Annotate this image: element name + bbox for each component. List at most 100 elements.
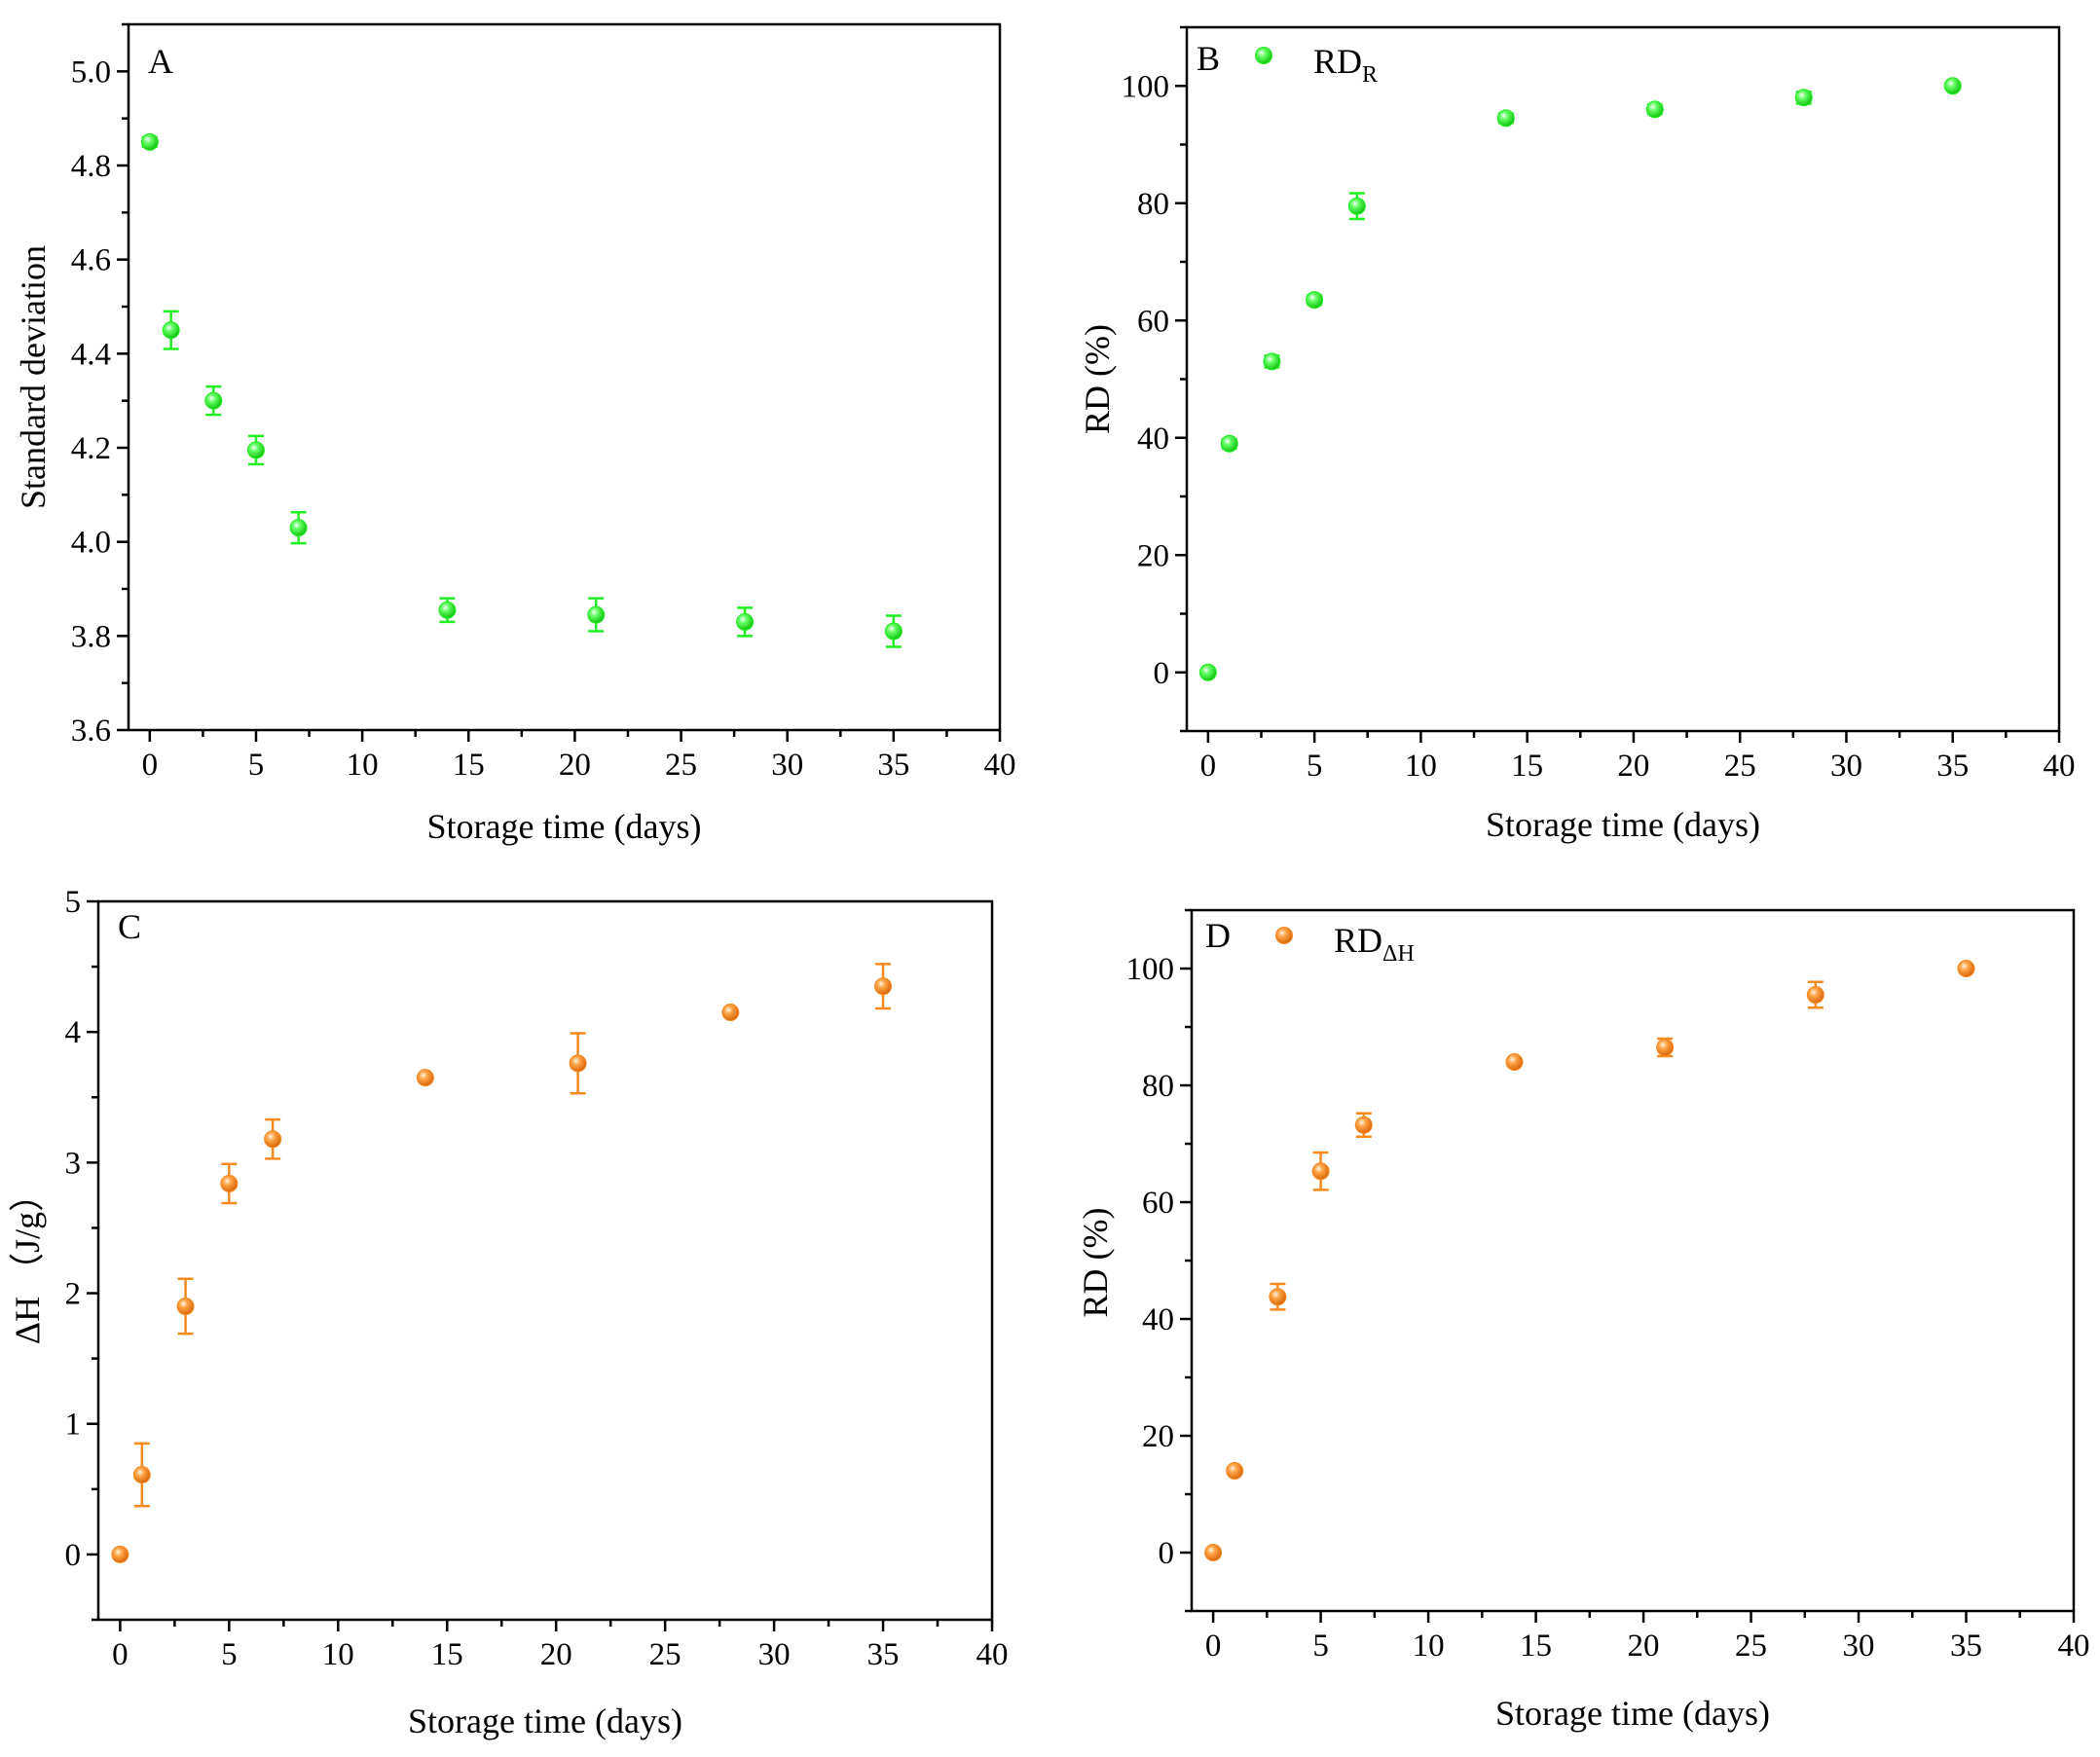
panel-b-axes: 0 5 10 15 20 25 30 35 40 0 20 40 60 80 100	[1122, 25, 2076, 784]
point-marker	[416, 1069, 434, 1087]
panel-a-frame	[127, 22, 1002, 732]
point-marker	[736, 612, 755, 631]
panel-d: D Storage time (days) RD (%) RDΔH 0 5 10 15…	[1076, 908, 2090, 1733]
panel-b-x-axis-title: Storage time (days)	[1486, 805, 1760, 844]
panel-d-plot-area	[1204, 960, 1975, 1561]
legend-symbol	[1255, 47, 1272, 64]
data-point	[132, 1442, 151, 1508]
panel-b-plot-area	[1198, 77, 1962, 681]
x-tick-label: 20	[559, 748, 591, 783]
y-tick-label: 20	[1137, 538, 1169, 573]
y-tick-label: 100	[1122, 69, 1170, 104]
data-point	[264, 1117, 282, 1160]
y-tick-label: 0	[65, 1538, 82, 1573]
x-tick-label: 0	[1200, 749, 1217, 784]
point-marker	[569, 1054, 587, 1073]
data-point	[1656, 1037, 1675, 1058]
panel-c-letter: C	[118, 907, 141, 946]
x-tick-label: 20	[540, 1637, 572, 1672]
point-marker	[721, 1004, 740, 1022]
panel-b-y-axis-title: RD (%)	[1078, 324, 1117, 434]
panel-c-x-axis-title: Storage time (days)	[408, 1702, 682, 1740]
y-tick-label: 4.2	[71, 431, 111, 466]
x-tick-label: 0	[112, 1637, 129, 1672]
data-point	[1198, 663, 1217, 681]
panel-b: B Storage time (days) RD (%) RDR 0 5 10 15 2…	[1078, 25, 2076, 844]
x-tick-label: 15	[1520, 1629, 1552, 1664]
data-point	[1505, 1053, 1524, 1071]
x-tick-label: 40	[984, 748, 1016, 783]
y-tick-label: 4.4	[71, 337, 111, 372]
y-tick-label: 4	[65, 1015, 82, 1050]
point-marker	[162, 321, 180, 340]
panel-c: C Storage time (days) ΔH （J/g） 0 5 10 15 20 2…	[8, 885, 1009, 1740]
point-marker	[1957, 960, 1975, 977]
panel-c-y-axis-title: ΔH （J/g）	[8, 1177, 47, 1344]
panel-c-axes: 0 5 10 15 20 25 30 35 40 0 1 2 3 4 5	[65, 885, 1009, 1672]
panel-d-x-axis-title: Storage time (days)	[1495, 1694, 1770, 1733]
y-tick-label: 80	[1137, 187, 1169, 222]
data-point	[1794, 89, 1813, 107]
point-marker	[1269, 1288, 1287, 1306]
data-point	[289, 510, 308, 545]
x-tick-label: 25	[665, 748, 697, 783]
point-marker	[111, 1545, 129, 1563]
point-marker	[1204, 1544, 1223, 1561]
x-tick-label: 5	[221, 1637, 238, 1672]
y-tick-label: 60	[1142, 1186, 1174, 1221]
point-marker	[1496, 109, 1515, 128]
data-point	[1806, 980, 1824, 1009]
point-marker	[1311, 1162, 1330, 1181]
panel-d-legend-label: RDΔH	[1334, 921, 1415, 967]
data-point	[176, 1277, 195, 1336]
x-tick-label: 0	[1205, 1629, 1222, 1664]
x-tick-label: 40	[2044, 749, 2076, 784]
x-tick-label: 30	[1843, 1629, 1875, 1664]
panel-d-letter: D	[1205, 916, 1231, 955]
x-tick-label: 5	[1307, 749, 1323, 784]
point-marker	[1226, 1462, 1244, 1480]
point-marker	[264, 1130, 282, 1149]
legend-symbol	[1275, 927, 1293, 944]
point-marker	[1306, 291, 1324, 310]
point-marker	[1656, 1039, 1675, 1056]
data-point	[587, 597, 606, 633]
point-marker	[289, 519, 308, 537]
y-tick-label: 1	[65, 1408, 82, 1443]
x-tick-label: 35	[867, 1637, 900, 1672]
x-tick-label: 15	[431, 1637, 463, 1672]
y-tick-label: 40	[1137, 421, 1169, 457]
x-tick-label: 15	[1511, 749, 1543, 784]
y-tick-label: 0	[1154, 656, 1170, 691]
panel-b-legend-marker	[1255, 47, 1272, 64]
x-tick-label: 20	[1617, 749, 1649, 784]
x-tick-label: 30	[1830, 749, 1862, 784]
point-marker	[587, 605, 606, 624]
panel-b-frame	[1185, 25, 2061, 733]
x-tick-label: 5	[1312, 1629, 1329, 1664]
point-marker	[246, 441, 265, 459]
data-point	[1645, 100, 1664, 119]
data-point	[1354, 1112, 1373, 1139]
point-marker	[220, 1174, 239, 1192]
x-tick-label: 20	[1628, 1629, 1660, 1664]
data-point	[1226, 1462, 1244, 1480]
data-point	[220, 1162, 239, 1205]
x-tick-label: 25	[1724, 749, 1756, 784]
data-point	[874, 963, 893, 1010]
data-point	[1943, 77, 1962, 95]
point-marker	[1645, 100, 1664, 119]
panel-c-plot-area	[111, 963, 893, 1563]
panel-a: A Storage time (days) Standard deviation…	[14, 22, 1016, 846]
data-point	[1957, 960, 1975, 977]
x-tick-label: 10	[347, 748, 379, 783]
data-point	[1311, 1151, 1330, 1191]
panel-d-axes: 0 5 10 15 20 25 30 35 40 0 20 40 60 80 100	[1126, 908, 2090, 1664]
point-marker	[204, 391, 223, 410]
data-point	[416, 1069, 434, 1087]
data-point	[1263, 352, 1281, 371]
panel-a-plot-area	[140, 132, 903, 648]
x-tick-label: 10	[1405, 749, 1437, 784]
data-point	[884, 614, 903, 648]
